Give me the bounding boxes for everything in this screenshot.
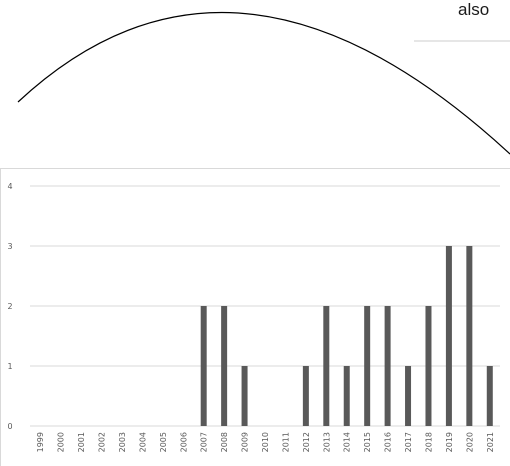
x-tick-label: 2003: [118, 432, 127, 452]
x-tick-label: 2009: [241, 432, 250, 452]
gridlines: [30, 185, 500, 427]
x-tick-label: 2001: [77, 432, 86, 452]
bar-2019: [445, 246, 452, 426]
bar-2017: [405, 366, 412, 426]
x-tick-label: 2021: [486, 432, 495, 452]
chart-panel: [0, 168, 510, 466]
bar-2009: [241, 366, 248, 426]
x-tick-label: 2000: [57, 432, 66, 452]
bar-2016: [384, 306, 391, 426]
x-tick-label: 2002: [98, 432, 107, 452]
x-tick-label: 2015: [363, 432, 372, 452]
decorative-arc: [17, 11, 510, 155]
y-axis-ticks: 0 1 2 3 4: [7, 182, 12, 431]
y-tick-label: 2: [7, 302, 12, 311]
x-tick-label: 2016: [384, 432, 393, 452]
x-tick-label: 2019: [445, 432, 454, 452]
bar-chart: 0 1 2 3 4 1999 2000 2001 2002 2003 2004 2005 2006 20…: [7, 182, 500, 452]
x-tick-label: 2012: [302, 432, 311, 452]
arc-curve: [17, 11, 510, 155]
x-tick-label: 2010: [261, 432, 270, 452]
x-axis-ticks: 1999 2000 2001 2002 2003 2004 2005 2006 2007 2008…: [36, 432, 495, 452]
bar-2007: [200, 306, 207, 426]
x-tick-label: 1999: [36, 432, 45, 452]
bar-2020: [466, 246, 473, 426]
bar-2012: [302, 366, 309, 426]
x-tick-label: 2005: [159, 432, 168, 452]
caption-fragment-text: also: [458, 0, 490, 19]
x-tick-label: 2014: [343, 432, 352, 452]
bar-2013: [323, 306, 330, 426]
y-tick-label: 4: [7, 182, 12, 191]
x-tick-label: 2007: [200, 432, 209, 452]
caption-divider: [414, 40, 510, 42]
x-tick-label: 2006: [179, 432, 188, 452]
bars: [200, 246, 493, 426]
x-tick-label: 2004: [138, 432, 147, 452]
x-tick-label: 2017: [404, 432, 413, 452]
y-tick-label: 1: [7, 362, 12, 371]
x-tick-label: 2011: [281, 432, 290, 452]
bar-2021: [486, 366, 493, 426]
y-tick-label: 0: [7, 422, 12, 431]
x-tick-label: 2018: [424, 432, 433, 452]
bar-2015: [364, 306, 371, 426]
x-tick-label: 2008: [220, 432, 229, 452]
bar-2014: [343, 366, 350, 426]
bar-2018: [425, 306, 432, 426]
bar-2008: [221, 306, 228, 426]
x-tick-label: 2020: [465, 432, 474, 452]
x-tick-label: 2013: [322, 432, 331, 452]
y-tick-label: 3: [7, 242, 12, 251]
